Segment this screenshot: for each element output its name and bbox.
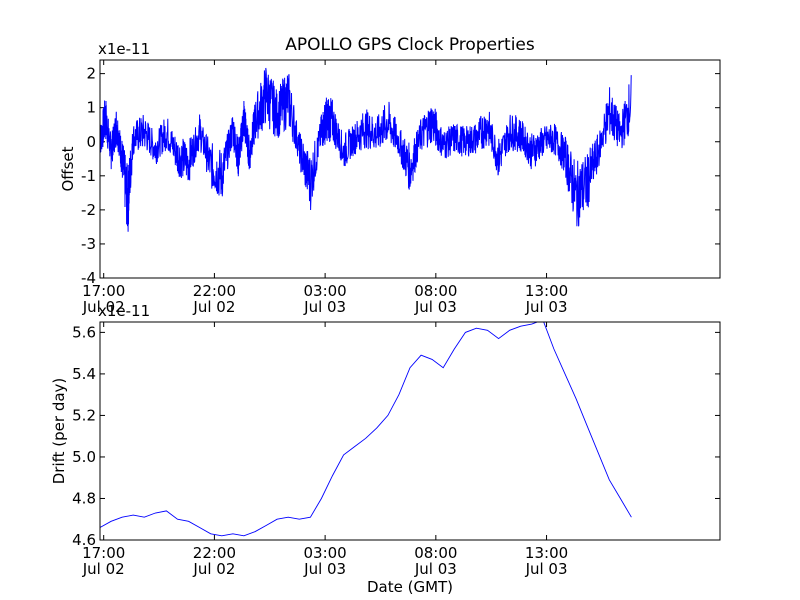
offset-y-ticks: 2 1 0 -1 -2 -3 -4 bbox=[81, 65, 720, 287]
offset-x-tick-time: 13:00 bbox=[525, 282, 568, 300]
drift-y-tick-label: 5.4 bbox=[72, 365, 96, 383]
offset-x-tick-time: 08:00 bbox=[414, 282, 457, 300]
drift-y-tick-label: 5.2 bbox=[72, 406, 96, 424]
drift-x-tick-date: Jul 02 bbox=[192, 560, 235, 578]
offset-y-tick-label: 0 bbox=[86, 133, 96, 151]
drift-y-tick-label: 4.8 bbox=[72, 489, 96, 507]
drift-y-tick-label: 4.6 bbox=[72, 531, 96, 549]
chart-title: APOLLO GPS Clock Properties bbox=[285, 35, 535, 55]
offset-x-tick-date: Jul 02 bbox=[82, 298, 125, 316]
drift-x-tick-time: 17:00 bbox=[82, 544, 125, 562]
offset-y-tick-label: -2 bbox=[81, 201, 96, 219]
drift-series-line bbox=[100, 322, 632, 537]
offset-y-axis-label: Offset bbox=[59, 146, 77, 191]
offset-y-tick-label: -1 bbox=[81, 167, 96, 185]
offset-series-line bbox=[100, 67, 632, 232]
offset-x-tick-date: Jul 02 bbox=[192, 298, 235, 316]
offset-exponent-label: x1e-11 bbox=[98, 40, 150, 58]
offset-series bbox=[100, 67, 632, 232]
offset-y-tick-label: -3 bbox=[81, 235, 96, 253]
offset-y-tick-label: 2 bbox=[86, 65, 96, 83]
drift-y-ticks: 5.6 5.4 5.2 5.0 4.8 4.6 bbox=[72, 323, 720, 549]
offset-x-tick-time: 17:00 bbox=[82, 282, 125, 300]
drift-y-axis-label: Drift (per day) bbox=[50, 378, 68, 485]
offset-y-tick-label: -4 bbox=[81, 269, 96, 287]
drift-x-axis-label: Date (GMT) bbox=[367, 578, 453, 596]
drift-x-tick-time: 22:00 bbox=[193, 544, 236, 562]
drift-x-tick-date: Jul 03 bbox=[525, 560, 568, 578]
drift-series bbox=[100, 322, 632, 537]
drift-x-tick-time: 13:00 bbox=[525, 544, 568, 562]
offset-x-tick-date: Jul 03 bbox=[303, 298, 346, 316]
drift-x-tick-date: Jul 03 bbox=[414, 560, 457, 578]
drift-x-tick-date: Jul 03 bbox=[303, 560, 346, 578]
drift-y-tick-label: 5.0 bbox=[72, 448, 96, 466]
drift-panel: x1e-11 Drift (per day) 5.6 5.4 5.2 5.0 4.8 4.… bbox=[50, 302, 721, 596]
drift-x-tick-time: 08:00 bbox=[414, 544, 457, 562]
offset-x-tick-date: Jul 03 bbox=[525, 298, 568, 316]
offset-y-tick-label: 1 bbox=[86, 99, 96, 117]
drift-x-tick-time: 03:00 bbox=[304, 544, 347, 562]
offset-plot-frame bbox=[99, 59, 721, 279]
drift-plot-frame bbox=[99, 321, 721, 541]
drift-exponent-label: x1e-11 bbox=[98, 302, 150, 320]
drift-y-tick-label: 5.6 bbox=[72, 323, 96, 341]
offset-x-tick-time: 22:00 bbox=[193, 282, 236, 300]
offset-x-tick-time: 03:00 bbox=[304, 282, 347, 300]
offset-x-tick-date: Jul 03 bbox=[414, 298, 457, 316]
drift-x-tick-date: Jul 02 bbox=[82, 560, 125, 578]
